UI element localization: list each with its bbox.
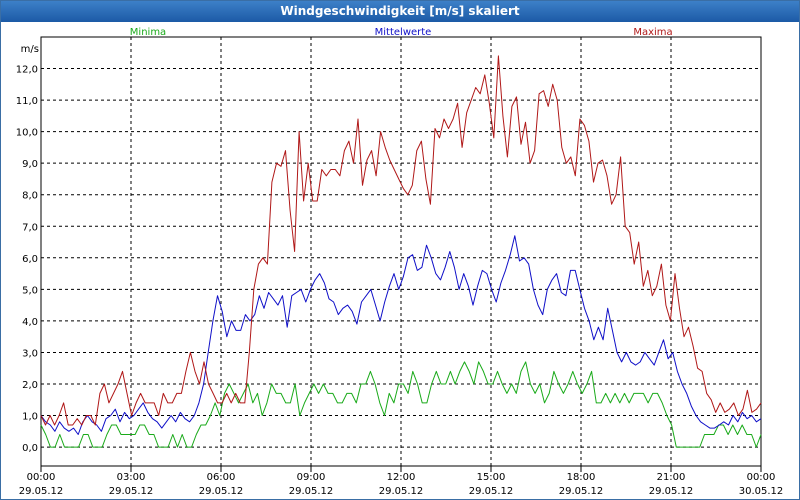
x-tick-date: 29.05.12 [199, 486, 244, 497]
y-tick-label: 1,0 [22, 412, 38, 423]
x-tick-time: 18:00 [567, 472, 596, 483]
x-tick-time: 15:00 [477, 472, 506, 483]
series-lines [40, 55, 762, 448]
window-title: Windgeschwindigkeit [m/s] skaliert [1, 1, 799, 22]
x-tick-date: 29.05.12 [109, 486, 154, 497]
y-axis: 0,0 1,0 2,0 3,0 4,0 5,0 6,0 7,0 8,0 9,0 10,0 11,0 12… [16, 65, 38, 455]
y-tick-label: 10,0 [16, 128, 38, 139]
y-tick-label: 6,0 [22, 254, 38, 265]
grid-lines [41, 37, 761, 466]
x-tick-time: 06:00 [207, 472, 236, 483]
x-axis: 00:00 29.05.12 03:00 29.05.12 06:00 29.05.12 0… [19, 466, 784, 497]
y-tick-label: 9,0 [22, 159, 38, 170]
series-line-mittelwerte [40, 235, 762, 435]
legend-minima: Minima [130, 27, 166, 38]
x-tick-time: 00:00 [747, 472, 776, 483]
plot-area-frame [40, 36, 762, 467]
x-tick-date: 29.05.12 [649, 486, 694, 497]
x-tick-time: 03:00 [117, 472, 146, 483]
x-tick-time: 21:00 [657, 472, 686, 483]
y-tick-label: 12,0 [16, 65, 38, 76]
x-tick-date: 29.05.12 [289, 486, 334, 497]
x-tick-date: 29.05.12 [559, 486, 604, 497]
y-tick-label: 0,0 [22, 443, 38, 454]
x-tick-date: 29.05.12 [469, 486, 514, 497]
y-tick-label: 11,0 [16, 96, 38, 107]
y-tick-label: 2,0 [22, 380, 38, 391]
wind-speed-chart: 0,0 1,0 2,0 3,0 4,0 5,0 6,0 7,0 8,0 9,0 10,0 11,0 12… [16, 27, 784, 497]
y-tick-label: 5,0 [22, 285, 38, 296]
y-tick-label: 4,0 [22, 317, 38, 328]
series-line-maxima [40, 55, 762, 426]
series-line-minima [40, 361, 762, 448]
y-tick-label: 3,0 [22, 348, 38, 359]
y-axis-unit: m/s [21, 44, 39, 55]
x-tick-time: 00:00 [27, 472, 56, 483]
legend-mittelwerte: Mittelwerte [375, 27, 432, 38]
legend-maxima: Maxima [633, 27, 672, 38]
x-tick-date: 30.05.12 [739, 486, 784, 497]
x-tick-time: 12:00 [387, 472, 416, 483]
x-tick-time: 09:00 [297, 472, 326, 483]
y-tick-label: 7,0 [22, 222, 38, 233]
x-tick-date: 29.05.12 [379, 486, 424, 497]
y-tick-label: 8,0 [22, 191, 38, 202]
x-tick-date: 29.05.12 [19, 486, 64, 497]
